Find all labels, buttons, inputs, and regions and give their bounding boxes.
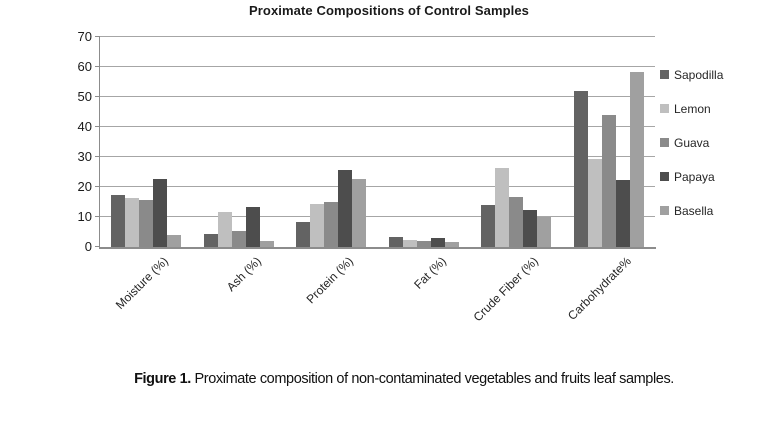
bar-basella-ash xyxy=(259,241,274,247)
y-axis-tick xyxy=(95,156,100,157)
legend-label: Sapodilla xyxy=(674,67,724,82)
bar-lemon-moisture xyxy=(125,197,140,247)
legend-swatch-icon xyxy=(660,172,669,181)
y-tick-label: 60 xyxy=(77,59,92,74)
bar-lemon-fat xyxy=(402,240,417,247)
figure-caption-text: Proximate composition of non-contaminate… xyxy=(190,371,675,387)
gridline xyxy=(100,186,655,187)
legend-item-papaya: Papaya xyxy=(660,169,723,184)
y-axis-tick xyxy=(95,36,100,37)
bar-papaya-moisture xyxy=(153,178,168,247)
bar-basella-moisture xyxy=(167,234,182,247)
legend: Sapodilla Lemon Guava Papaya Basella xyxy=(660,68,723,238)
y-tick-label: 20 xyxy=(77,179,92,194)
legend-item-sapodilla: Sapodilla xyxy=(660,67,724,82)
bar-sapodilla-crude-fiber xyxy=(481,205,496,247)
y-tick-label: 10 xyxy=(77,209,92,224)
legend-label: Lemon xyxy=(674,101,711,116)
y-axis-line xyxy=(99,37,100,248)
y-axis-tick xyxy=(95,216,100,217)
figure-caption: Figure 1. Proximate composition of non-c… xyxy=(30,371,778,387)
gridline xyxy=(100,126,655,127)
x-category-label: Carbohydrate% xyxy=(564,254,634,323)
legend-label: Guava xyxy=(674,135,710,150)
bar-papaya-fat xyxy=(430,238,445,247)
bar-lemon-protein xyxy=(310,204,325,247)
legend-swatch-icon xyxy=(660,138,669,147)
bar-basella-fat xyxy=(444,241,459,247)
legend-item-basella: Basella xyxy=(660,203,723,218)
bar-papaya-protein xyxy=(338,170,353,247)
legend-swatch-icon xyxy=(660,70,669,79)
gridline xyxy=(100,96,655,97)
bar-sapodilla-fat xyxy=(388,237,403,247)
legend-label: Papaya xyxy=(674,169,715,184)
bar-basella-carbohydrate xyxy=(629,71,644,247)
x-category-label: Protein (%) xyxy=(303,254,357,307)
bar-guava-crude-fiber xyxy=(509,196,524,247)
x-category-label: Moisture (%) xyxy=(113,254,172,312)
legend-swatch-icon xyxy=(660,206,669,215)
bar-papaya-carbohydrate xyxy=(615,179,630,247)
legend-item-guava: Guava xyxy=(660,135,723,150)
y-axis-tick xyxy=(95,96,100,97)
y-axis-tick xyxy=(95,126,100,127)
legend-label: Basella xyxy=(674,203,714,218)
bar-guava-fat xyxy=(416,241,431,247)
y-tick-label: 30 xyxy=(77,149,92,164)
bar-sapodilla-ash xyxy=(203,233,218,247)
y-tick-label: 50 xyxy=(77,89,92,104)
y-tick-label: 0 xyxy=(84,239,92,254)
legend-item-lemon: Lemon xyxy=(660,101,723,116)
y-tick-label: 70 xyxy=(77,29,92,44)
bar-papaya-ash xyxy=(245,206,260,247)
bar-guava-moisture xyxy=(139,199,154,247)
gridline xyxy=(100,156,655,157)
chart-title: Proximate Compositions of Control Sample… xyxy=(248,3,530,18)
gridline xyxy=(100,66,655,67)
y-axis-tick xyxy=(95,186,100,187)
gridline xyxy=(100,36,655,37)
bar-papaya-crude-fiber xyxy=(523,209,538,247)
bar-sapodilla-carbohydrate xyxy=(573,91,588,247)
y-tick-label: 40 xyxy=(77,119,92,134)
bar-lemon-crude-fiber xyxy=(495,168,510,247)
y-axis-tick xyxy=(95,66,100,67)
bar-basella-crude-fiber xyxy=(537,217,552,247)
x-category-label: Fat (%) xyxy=(410,254,449,292)
figure-caption-label: Figure 1. xyxy=(134,371,191,387)
bar-basella-protein xyxy=(352,178,367,247)
bar-lemon-ash xyxy=(217,212,232,247)
x-category-label: Crude Fiber (%) xyxy=(470,254,542,325)
legend-swatch-icon xyxy=(660,104,669,113)
y-axis-tick xyxy=(95,246,100,247)
bar-sapodilla-moisture xyxy=(111,195,126,247)
bar-guava-protein xyxy=(324,202,339,247)
gridline xyxy=(100,216,655,217)
bar-lemon-carbohydrate xyxy=(587,158,602,247)
x-category-label: Ash (%) xyxy=(223,254,264,295)
x-axis-line xyxy=(99,247,656,249)
plot-area xyxy=(100,36,655,247)
bar-guava-carbohydrate xyxy=(601,115,616,247)
bar-guava-ash xyxy=(231,230,246,247)
bar-sapodilla-protein xyxy=(296,221,311,247)
